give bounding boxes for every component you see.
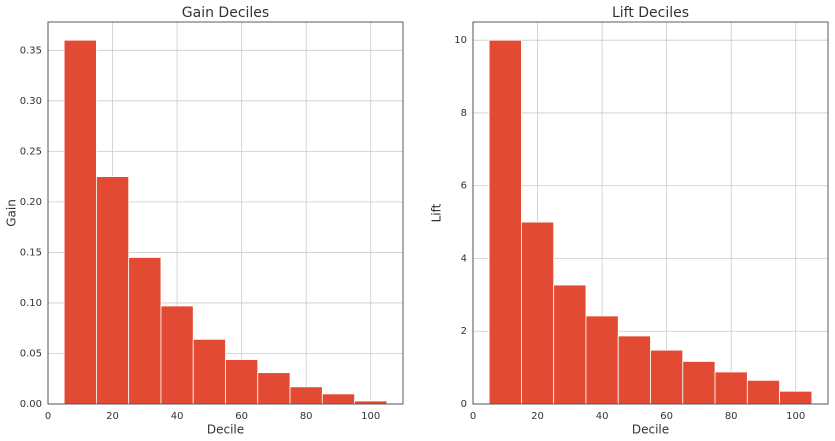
y-tick-label: 0.25 — [20, 146, 42, 157]
y-tick-label: 0.10 — [20, 298, 42, 309]
bar — [617, 335, 651, 405]
x-tick-label: 0 — [45, 411, 51, 422]
x-axis-label: Decile — [632, 423, 669, 437]
bar — [488, 39, 522, 405]
y-tick-label: 8 — [461, 108, 467, 119]
x-tick-label: 20 — [531, 411, 544, 422]
y-tick-label: 0.00 — [20, 399, 42, 410]
chart-title: Lift Deciles — [612, 5, 689, 21]
y-axis-label: Gain — [5, 199, 19, 227]
y-tick-label: 6 — [461, 181, 467, 192]
y-tick-label: 4 — [461, 253, 467, 264]
x-tick-label: 40 — [596, 411, 609, 422]
bar — [225, 359, 259, 405]
x-tick-label: 60 — [235, 411, 248, 422]
y-tick-label: 2 — [461, 326, 467, 337]
bar — [779, 390, 813, 405]
bar — [128, 257, 162, 405]
bar — [714, 371, 748, 405]
x-tick-label: 100 — [786, 411, 805, 422]
bar — [585, 315, 619, 405]
bar — [650, 349, 684, 405]
chart-title: Gain Deciles — [182, 5, 269, 21]
y-tick-label: 10 — [454, 35, 467, 46]
x-tick-label: 20 — [106, 411, 119, 422]
bar — [746, 379, 780, 405]
bar — [160, 305, 194, 405]
y-tick-label: 0.30 — [20, 96, 42, 107]
x-tick-label: 0 — [470, 411, 476, 422]
bar — [682, 361, 716, 405]
x-tick-label: 100 — [361, 411, 380, 422]
bar — [257, 372, 291, 405]
bar — [354, 400, 388, 405]
y-tick-label: 0.15 — [20, 247, 42, 258]
y-tick-label: 0.35 — [20, 45, 42, 56]
bar — [63, 39, 97, 405]
x-axis-label: Decile — [207, 423, 244, 437]
plot-frame — [47, 21, 404, 405]
bar — [521, 221, 555, 405]
bar — [96, 176, 130, 405]
bar — [192, 338, 226, 405]
plot-frame — [472, 21, 829, 405]
x-tick-label: 80 — [725, 411, 738, 422]
bar — [289, 386, 323, 405]
bar — [553, 284, 587, 405]
y-tick-label: 0.05 — [20, 348, 42, 359]
y-axis-label: Lift — [430, 203, 444, 222]
x-tick-label: 80 — [300, 411, 313, 422]
x-tick-label: 60 — [660, 411, 673, 422]
y-tick-label: 0.20 — [20, 197, 42, 208]
bar — [321, 393, 355, 405]
y-tick-label: 0 — [461, 399, 467, 410]
x-tick-label: 40 — [171, 411, 184, 422]
